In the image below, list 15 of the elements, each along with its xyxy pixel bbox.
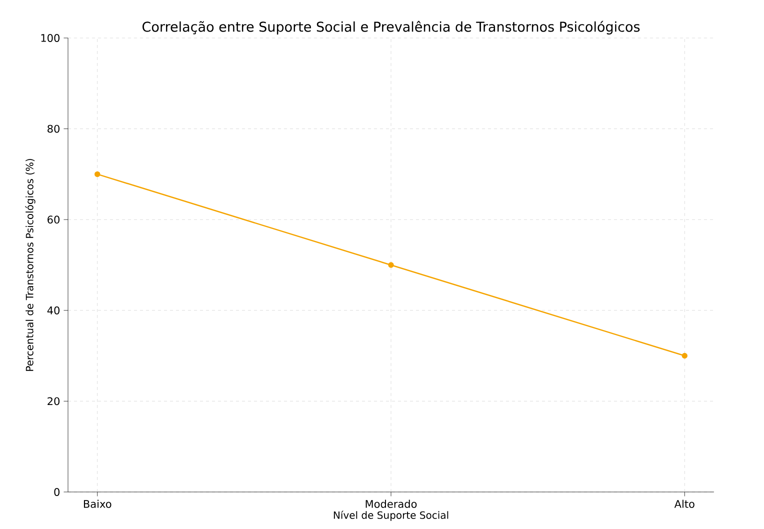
- y-axis-title: Percentual de Transtornos Psicológicos (%): [25, 158, 36, 371]
- chart-title: Correlação entre Suporte Social e Prevalência de Transtornos Psicológicos: [142, 20, 640, 34]
- point: [94, 171, 100, 178]
- y-tick-label: 80: [48, 124, 60, 133]
- y-tick-label: 20: [48, 397, 60, 406]
- x-tick-label: Moderado: [366, 500, 417, 508]
- y-tick-label: 100: [41, 34, 60, 42]
- point: [682, 352, 688, 359]
- y-tick-label: 0: [54, 488, 60, 496]
- y-tick-label: 40: [47, 306, 60, 314]
- x-tick-label: Baixo: [84, 500, 112, 508]
- point: [388, 262, 394, 268]
- x-axis-title: Nível de Suporte Social: [334, 510, 448, 521]
- y-tick-label: 60: [48, 216, 60, 224]
- x-tick-label: Alto: [674, 500, 694, 508]
